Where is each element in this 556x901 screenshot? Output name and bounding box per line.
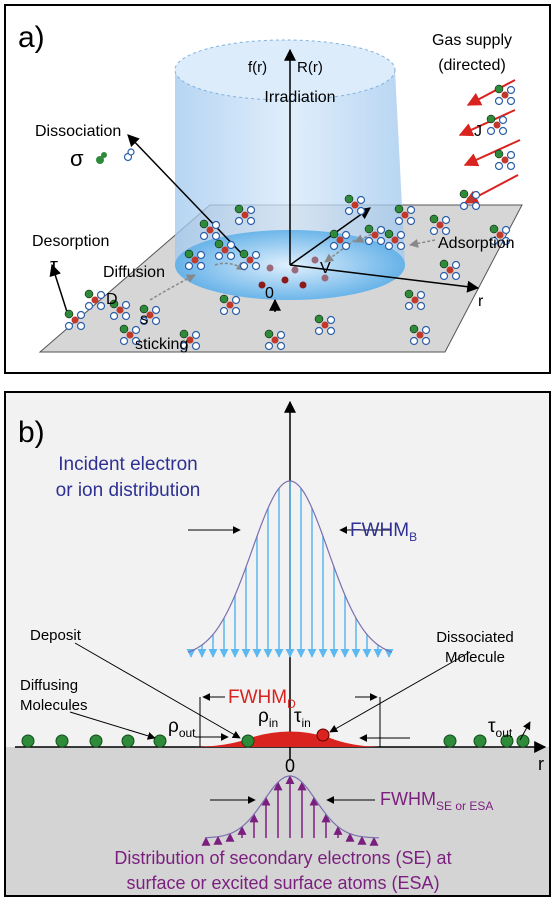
panel-label: a) (18, 21, 45, 54)
label: J (474, 123, 482, 140)
label: Molecule (445, 649, 505, 666)
label: Deposit (30, 627, 82, 644)
label: τ (50, 255, 58, 277)
label: 0 (285, 756, 295, 776)
molecule (22, 735, 34, 747)
label: Incident electron (58, 454, 197, 475)
molecule (56, 735, 68, 747)
label: R(r) (297, 59, 323, 76)
molecule (90, 735, 102, 747)
label: surface or excited surface atoms (ESA) (126, 873, 439, 893)
label: sticking (135, 336, 188, 353)
label: 0 (265, 285, 274, 302)
molecule (474, 735, 486, 747)
label: Diffusion (103, 264, 165, 281)
label: Desorption (32, 233, 109, 250)
label: FWHMB (350, 520, 417, 544)
molecule (517, 735, 529, 747)
label: Dissociated (436, 629, 514, 646)
figure: a) f(r) R(r) Irradiation Gas supply (dir… (0, 0, 556, 901)
label: r (538, 754, 544, 774)
panel-label: b) (18, 416, 45, 449)
molecule (122, 735, 134, 747)
label: f(r) (248, 59, 267, 76)
label: s (140, 311, 148, 328)
label: σ (70, 146, 84, 171)
dissociated-molecule (317, 729, 329, 741)
label: Irradiation (264, 89, 335, 106)
label: or ion distribution (56, 480, 201, 501)
molecule (242, 735, 254, 747)
label: Adsorption (438, 235, 515, 252)
molecule (444, 735, 456, 747)
label: Gas supply (432, 32, 512, 49)
label: D (106, 291, 118, 308)
label: (directed) (438, 57, 506, 74)
label: Dissociation (35, 123, 121, 140)
label: Molecules (20, 697, 88, 714)
molecule (154, 735, 166, 747)
label: r (478, 293, 484, 310)
label: Distribution of secondary electrons (SE)… (114, 848, 451, 868)
label: Diffusing (20, 677, 78, 694)
label: V (320, 260, 331, 277)
